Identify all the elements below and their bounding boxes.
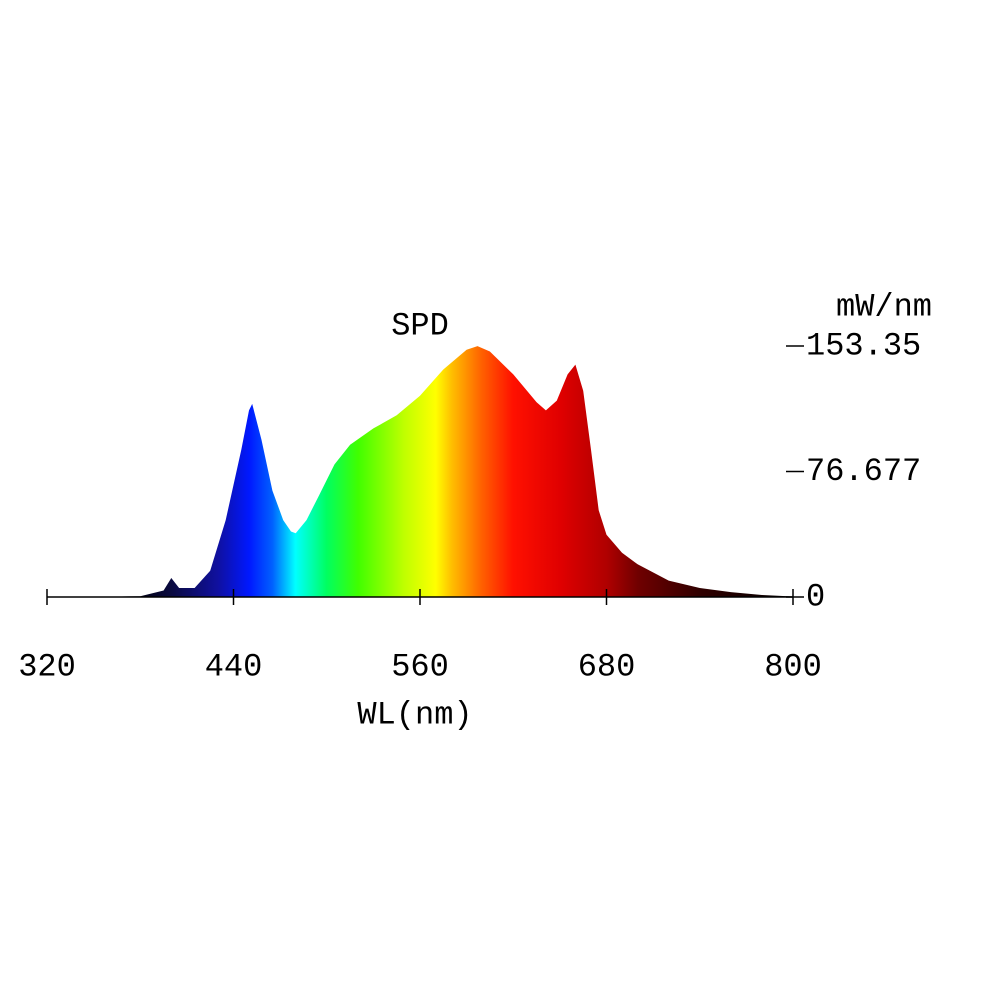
x-tick-label: 800 (764, 648, 822, 685)
chart-title: SPD (391, 307, 449, 344)
x-tick-label: 560 (391, 648, 449, 685)
x-tick-label: 320 (18, 648, 76, 685)
y-tick-label: 0 (806, 578, 825, 615)
y-tick-label: 153.35 (806, 327, 921, 364)
x-tick-label: 680 (578, 648, 636, 685)
y-axis-label: mW/nm (836, 288, 932, 325)
x-tick-label: 440 (205, 648, 263, 685)
x-axis-label: WL(nm) (357, 696, 472, 733)
spectrum-area (47, 346, 793, 597)
y-tick-label: 76.677 (806, 453, 921, 490)
